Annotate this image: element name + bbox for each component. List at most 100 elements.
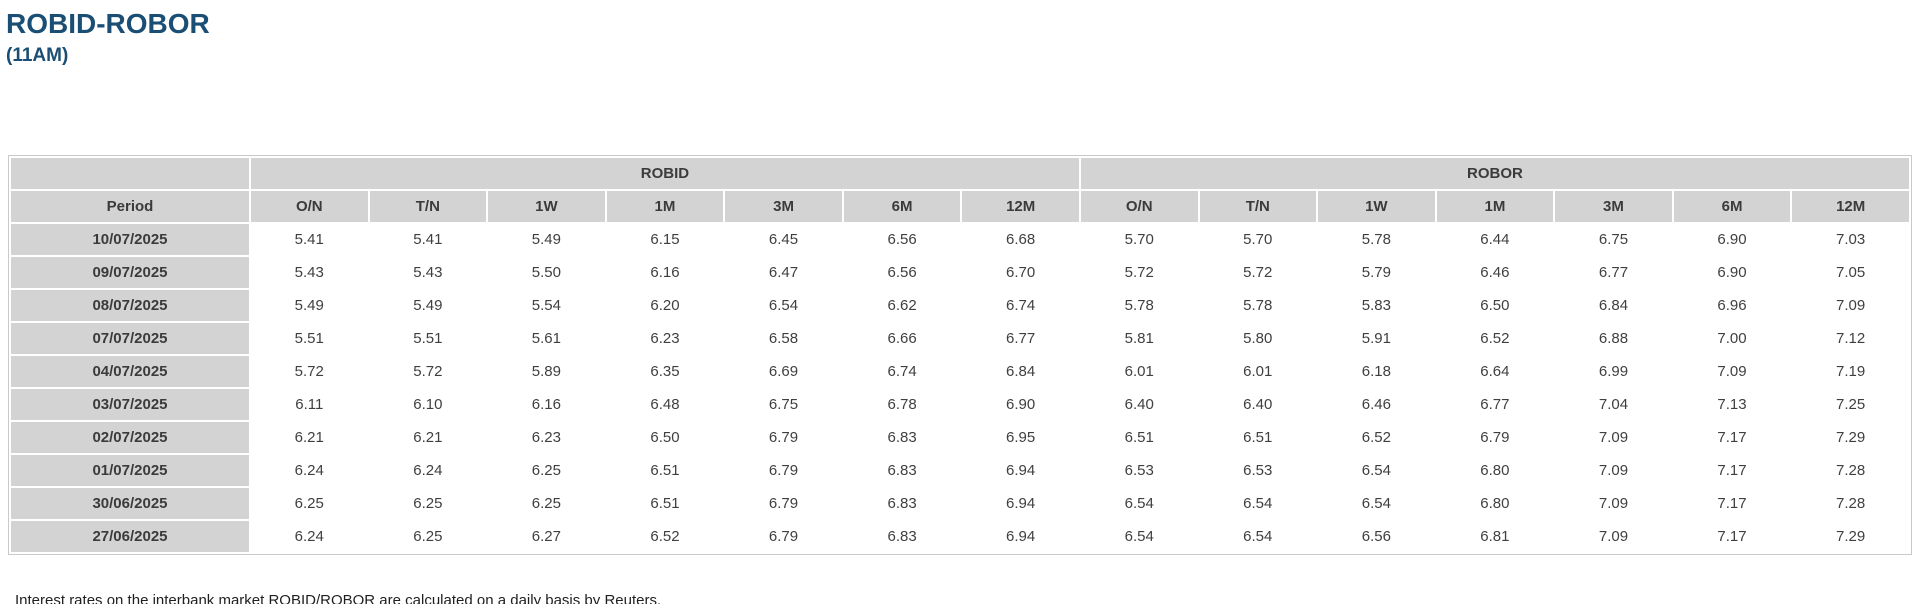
rate-cell: 6.62 [843, 290, 961, 321]
rate-cell: 6.58 [725, 323, 842, 354]
rate-cell: 5.72 [1080, 257, 1198, 288]
rate-cell: 6.47 [725, 257, 842, 288]
rate-cell: 5.83 [1318, 290, 1435, 321]
rate-cell: 6.25 [488, 488, 605, 519]
rate-cell: 7.13 [1673, 389, 1791, 420]
rate-cell: 5.81 [1080, 323, 1198, 354]
tenor-header-robor-tn: T/N [1199, 191, 1317, 222]
rate-cell: 6.16 [606, 257, 724, 288]
rate-cell: 6.78 [843, 389, 961, 420]
rate-cell: 6.81 [1436, 521, 1554, 552]
rate-cell: 5.43 [251, 257, 368, 288]
rate-cell: 6.51 [1199, 422, 1317, 453]
rate-cell: 7.17 [1673, 422, 1791, 453]
rate-cell: 6.80 [1436, 455, 1554, 486]
rate-cell: 6.24 [369, 455, 487, 486]
rate-cell: 6.54 [1080, 521, 1198, 552]
rate-cell: 6.64 [1436, 356, 1554, 387]
rate-cell: 6.88 [1555, 323, 1672, 354]
rate-cell: 5.72 [251, 356, 368, 387]
rate-cell: 7.00 [1673, 323, 1791, 354]
rate-cell: 6.75 [725, 389, 842, 420]
rate-cell: 6.83 [843, 521, 961, 552]
rate-cell: 7.12 [1792, 323, 1909, 354]
rate-cell: 6.79 [725, 422, 842, 453]
rate-cell: 5.50 [488, 257, 605, 288]
tenor-header-robid-1w: 1W [488, 191, 605, 222]
period-cell: 10/07/2025 [11, 224, 249, 255]
corner-cell [11, 158, 249, 189]
rate-cell: 6.25 [369, 488, 487, 519]
rate-cell: 7.09 [1673, 356, 1791, 387]
rate-cell: 5.78 [1080, 290, 1198, 321]
table-row: 07/07/2025 5.51 5.51 5.61 6.23 6.58 6.66 6.77 5.… [11, 323, 1909, 354]
table-row: 10/07/2025 5.41 5.41 5.49 6.15 6.45 6.56 6.68 5.… [11, 224, 1909, 255]
rate-cell: 7.17 [1673, 488, 1791, 519]
page-title: ROBID-ROBOR [6, 8, 210, 39]
table-row: 01/07/2025 6.24 6.24 6.25 6.51 6.79 6.83 6.94 6.… [11, 455, 1909, 486]
rate-cell: 7.03 [1792, 224, 1909, 255]
table-row: 09/07/2025 5.43 5.43 5.50 6.16 6.47 6.56 6.70 5.… [11, 257, 1909, 288]
rate-cell: 6.54 [1080, 488, 1198, 519]
rate-cell: 6.94 [962, 455, 1079, 486]
period-cell: 04/07/2025 [11, 356, 249, 387]
rate-cell: 6.84 [962, 356, 1079, 387]
rate-cell: 6.52 [1436, 323, 1554, 354]
rate-cell: 6.53 [1199, 455, 1317, 486]
period-cell: 03/07/2025 [11, 389, 249, 420]
rate-cell: 6.11 [251, 389, 368, 420]
rate-cell: 6.25 [369, 521, 487, 552]
rate-cell: 6.25 [488, 455, 605, 486]
rate-cell: 5.70 [1199, 224, 1317, 255]
rate-cell: 5.91 [1318, 323, 1435, 354]
rate-cell: 6.94 [962, 488, 1079, 519]
table-head: ROBID ROBOR Period O/N T/N 1W 1M 3M 6M 12M O/N T… [11, 158, 1909, 222]
table-row: 04/07/2025 5.72 5.72 5.89 6.35 6.69 6.74 6.84 6.… [11, 356, 1909, 387]
rate-cell: 7.25 [1792, 389, 1909, 420]
rate-cell: 7.28 [1792, 488, 1909, 519]
rate-cell: 7.29 [1792, 521, 1909, 552]
period-cell: 08/07/2025 [11, 290, 249, 321]
rate-cell: 6.50 [606, 422, 724, 453]
rate-cell: 5.49 [369, 290, 487, 321]
rate-cell: 6.99 [1555, 356, 1672, 387]
rate-cell: 5.78 [1318, 224, 1435, 255]
rate-cell: 6.53 [1080, 455, 1198, 486]
rate-cell: 6.23 [606, 323, 724, 354]
rate-cell: 6.51 [606, 488, 724, 519]
rate-cell: 5.51 [251, 323, 368, 354]
tenor-header-robor-1m: 1M [1436, 191, 1554, 222]
rate-cell: 7.19 [1792, 356, 1909, 387]
tenor-header-robid-1m: 1M [606, 191, 724, 222]
rate-cell: 6.01 [1080, 356, 1198, 387]
page: ROBID-ROBOR (11AM) ROBID ROBOR Period O/… [0, 8, 1920, 604]
rate-cell: 6.15 [606, 224, 724, 255]
tenor-header-robid-6m: 6M [843, 191, 961, 222]
rate-cell: 6.84 [1555, 290, 1672, 321]
rate-cell: 6.44 [1436, 224, 1554, 255]
rate-cell: 6.56 [843, 257, 961, 288]
rate-cell: 6.56 [1318, 521, 1435, 552]
rate-cell: 6.54 [1318, 455, 1435, 486]
rate-cell: 5.54 [488, 290, 605, 321]
rate-cell: 5.70 [1080, 224, 1198, 255]
rate-cell: 5.72 [1199, 257, 1317, 288]
rate-cell: 6.46 [1318, 389, 1435, 420]
rate-cell: 6.75 [1555, 224, 1672, 255]
period-cell: 01/07/2025 [11, 455, 249, 486]
rate-cell: 6.46 [1436, 257, 1554, 288]
rate-cell: 6.40 [1199, 389, 1317, 420]
rate-cell: 5.41 [369, 224, 487, 255]
tenor-header-robor-6m: 6M [1673, 191, 1791, 222]
page-subtitle: (11AM) [6, 45, 69, 67]
rate-cell: 7.28 [1792, 455, 1909, 486]
rate-cell: 6.50 [1436, 290, 1554, 321]
rate-cell: 6.95 [962, 422, 1079, 453]
table-row: 27/06/2025 6.24 6.25 6.27 6.52 6.79 6.83 6.94 6.… [11, 521, 1909, 552]
period-cell: 07/07/2025 [11, 323, 249, 354]
rate-cell: 6.16 [488, 389, 605, 420]
table-row: 08/07/2025 5.49 5.49 5.54 6.20 6.54 6.62 6.74 5.… [11, 290, 1909, 321]
period-cell: 02/07/2025 [11, 422, 249, 453]
tenor-header-robor-on: O/N [1080, 191, 1198, 222]
rate-cell: 6.96 [1673, 290, 1791, 321]
